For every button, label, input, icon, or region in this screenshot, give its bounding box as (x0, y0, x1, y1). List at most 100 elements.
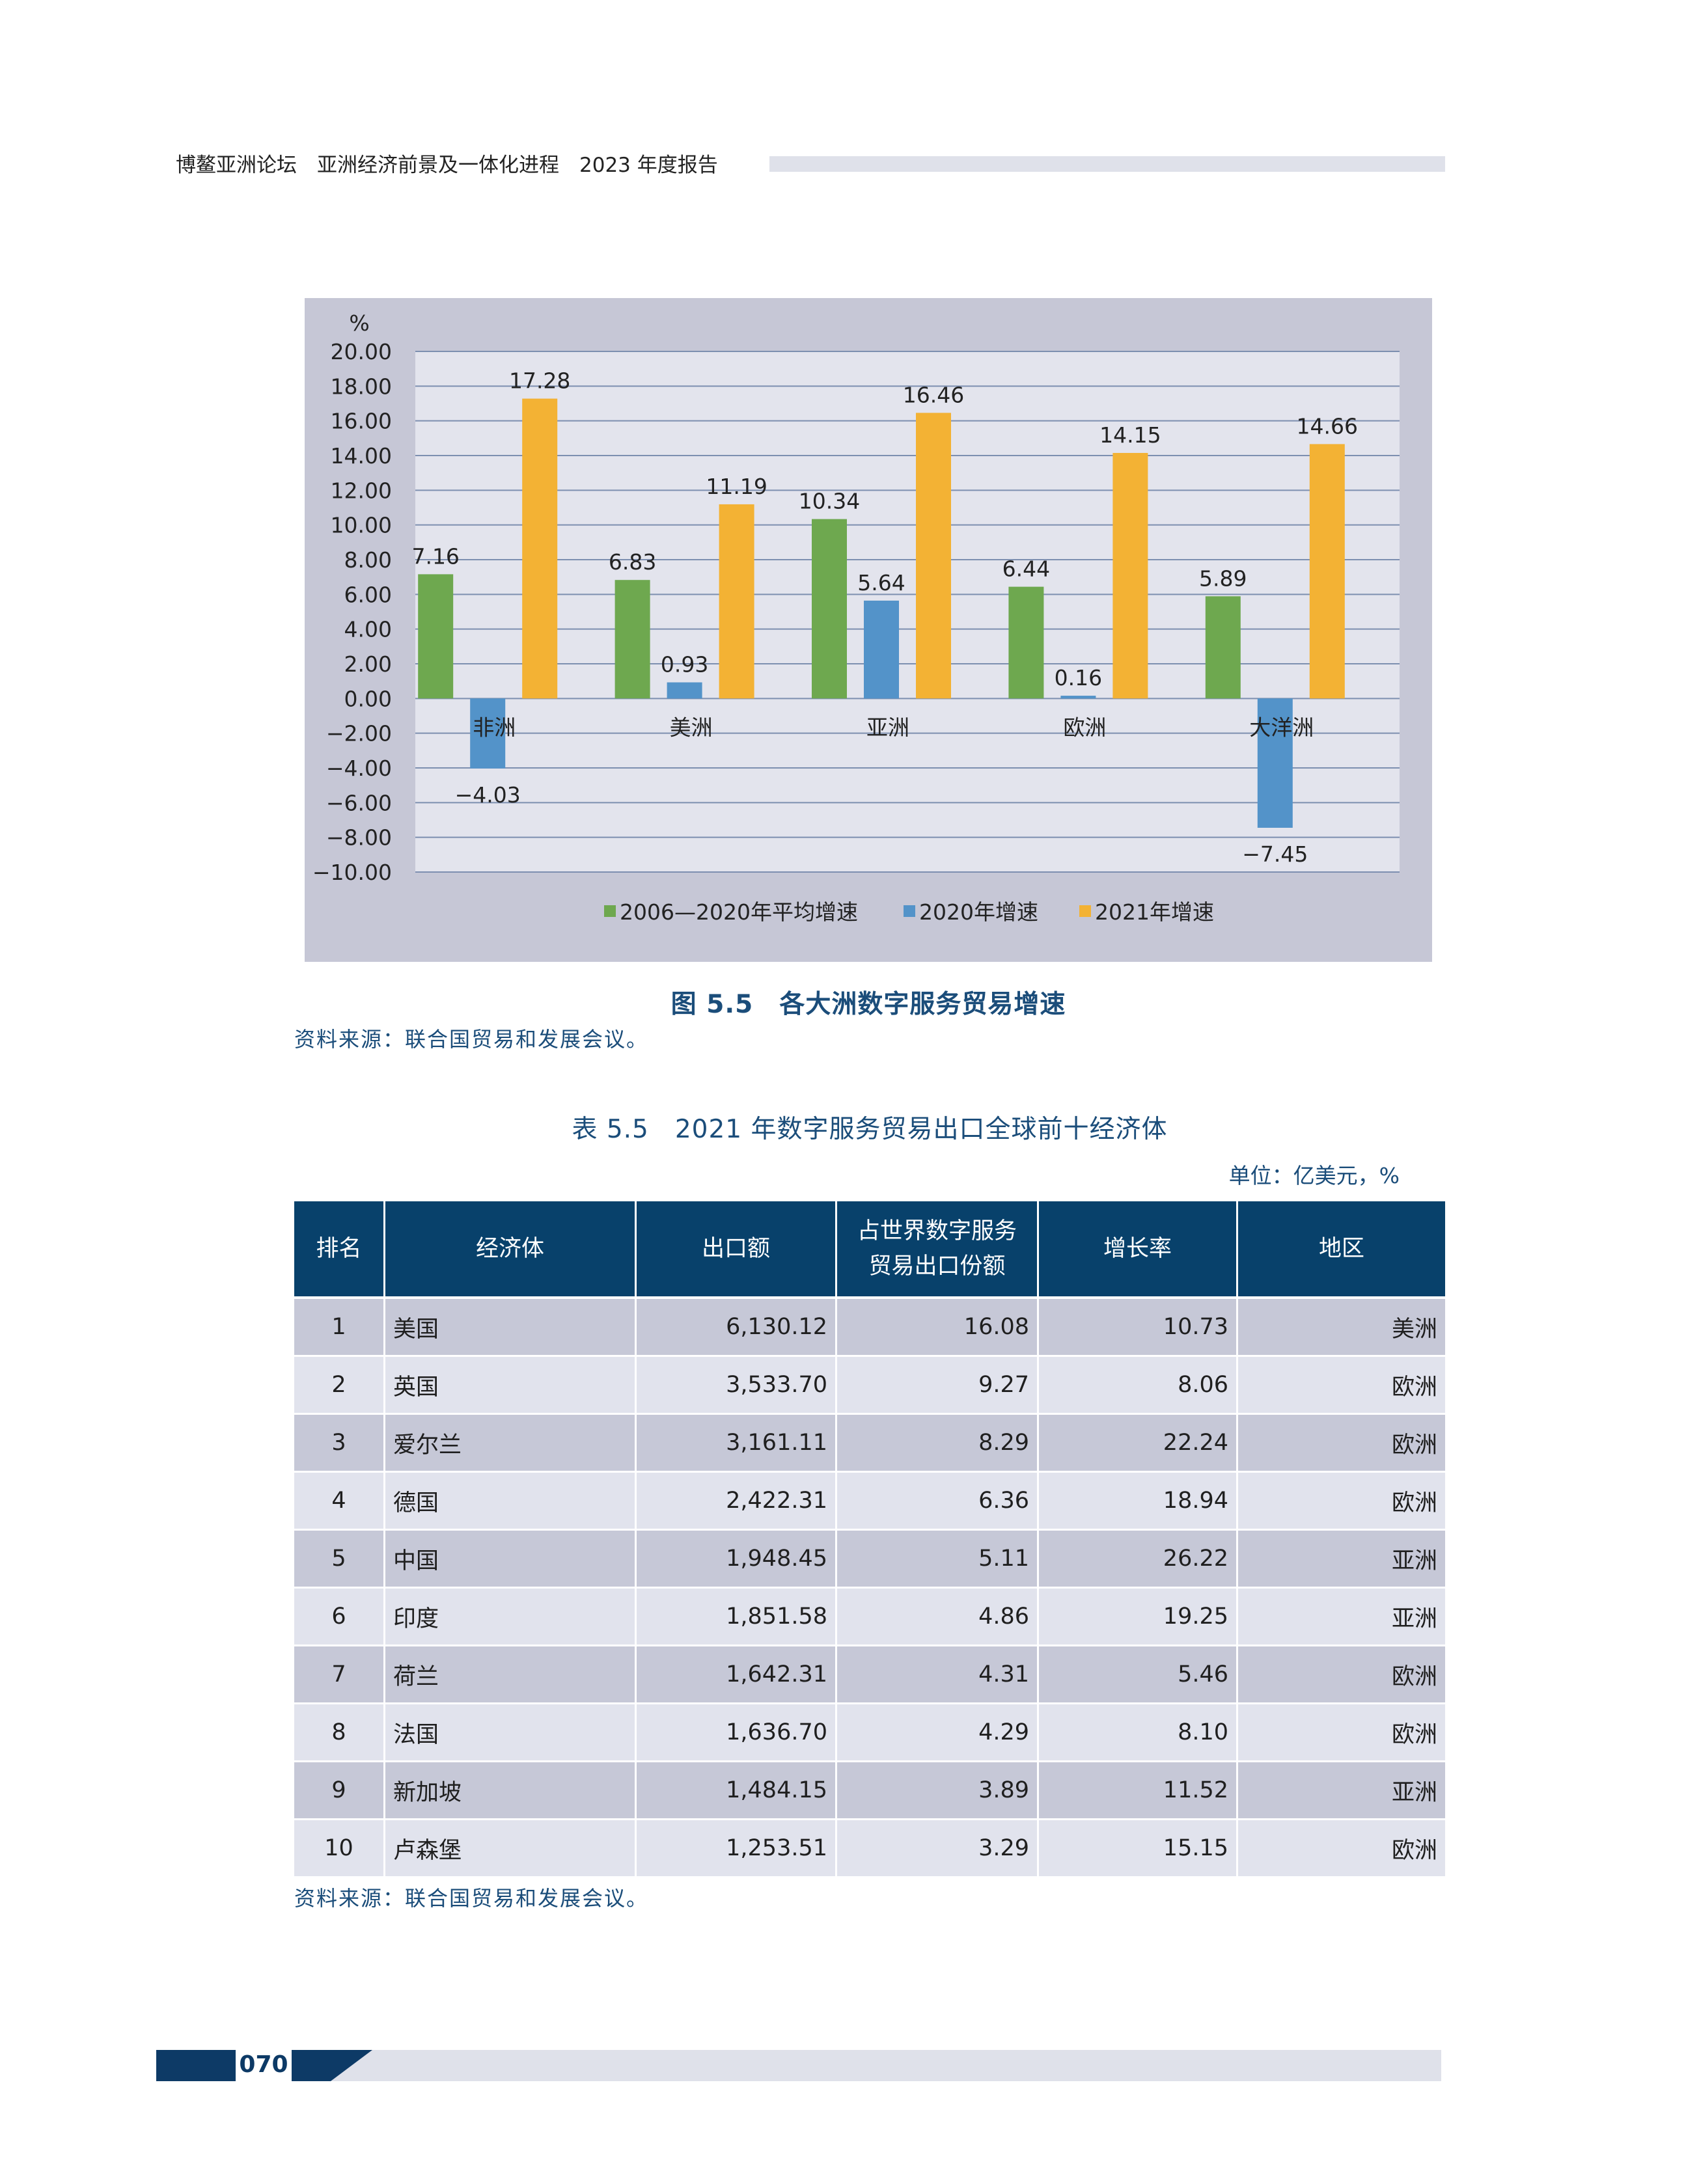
cell-region: 欧洲 (1238, 1415, 1445, 1473)
page-number: 070 (239, 2051, 288, 2078)
cell-region: 欧洲 (1238, 1820, 1445, 1878)
data-label: 14.66 (1297, 413, 1358, 439)
header-rank: 排名 (294, 1201, 385, 1299)
data-label: 0.16 (1055, 665, 1102, 690)
y-tick-label: −6.00 (326, 790, 392, 815)
cell-exports: 3,161.11 (637, 1415, 837, 1473)
table-unit: 单位：亿美元，% (1228, 1163, 1400, 1188)
cell-share: 3.89 (837, 1762, 1039, 1820)
cell-growth: 19.25 (1039, 1589, 1238, 1646)
table-row: 8 法国 1,636.70 4.29 8.10 欧洲 (294, 1704, 1445, 1762)
legend-label: 2021年增速 (1095, 899, 1214, 925)
x-tick-label: 非洲 (473, 715, 516, 740)
header-decor-bar (769, 156, 1445, 172)
cell-rank: 9 (294, 1762, 385, 1820)
cell-region: 亚洲 (1238, 1762, 1445, 1820)
cell-share: 16.08 (837, 1299, 1039, 1357)
table-row: 4 德国 2,422.31 6.36 18.94 欧洲 (294, 1473, 1445, 1531)
bar (719, 504, 754, 699)
table-row: 1 美国 6,130.12 16.08 10.73 美洲 (294, 1299, 1445, 1357)
cell-rank: 5 (294, 1531, 385, 1589)
cell-growth: 26.22 (1039, 1531, 1238, 1589)
cell-growth: 22.24 (1039, 1415, 1238, 1473)
y-tick-label: 8.00 (344, 547, 392, 573)
bar (1060, 696, 1096, 699)
data-label: 5.64 (857, 570, 905, 595)
bar (470, 698, 506, 769)
cell-share: 4.86 (837, 1589, 1039, 1646)
cell-growth: 15.15 (1039, 1820, 1238, 1878)
cell-share: 5.11 (837, 1531, 1039, 1589)
cell-economy: 荷兰 (385, 1646, 637, 1704)
table-source: 资料来源：联合国贸易和发展会议。 (294, 1886, 649, 1911)
cell-region: 欧洲 (1238, 1646, 1445, 1704)
cell-share: 6.36 (837, 1473, 1039, 1531)
y-tick-label: 4.00 (344, 617, 392, 642)
x-tick-label: 欧洲 (1063, 715, 1106, 740)
data-label: 17.28 (509, 368, 570, 394)
y-tick-label: 2.00 (344, 651, 392, 677)
bar (615, 580, 650, 699)
header-economy: 经济体 (385, 1201, 637, 1299)
data-label: 7.16 (411, 543, 459, 569)
y-tick-label: 6.00 (344, 582, 392, 607)
data-label: 6.83 (609, 549, 656, 575)
cell-economy: 印度 (385, 1589, 637, 1646)
table-row: 9 新加坡 1,484.15 3.89 11.52 亚洲 (294, 1762, 1445, 1820)
legend-label: 2006—2020年平均增速 (620, 899, 858, 925)
legend-label: 2020年增速 (919, 899, 1038, 925)
bar (667, 682, 702, 699)
cell-economy: 新加坡 (385, 1762, 637, 1820)
bar-chart: −10.00 −8.00 −6.00 −4.00 −2.00 0.00 2.00 4.00 6.… (312, 310, 1400, 925)
bar (522, 398, 558, 699)
cell-economy: 爱尔兰 (385, 1415, 637, 1473)
cell-region: 欧洲 (1238, 1357, 1445, 1415)
y-tick-label: −4.00 (326, 756, 392, 781)
cell-exports: 3,533.70 (637, 1357, 837, 1415)
data-label: 14.15 (1099, 422, 1161, 448)
cell-rank: 8 (294, 1704, 385, 1762)
figure-caption: 图 5.5 各大洲数字服务贸易增速 (670, 990, 1066, 1019)
y-unit-label: % (349, 310, 369, 336)
data-label: 16.46 (903, 382, 964, 407)
header-title: 博鳌亚洲论坛 亚洲经济前景及一体化进程 2023 年度报告 (176, 154, 718, 177)
header-growth: 增长率 (1039, 1201, 1238, 1299)
cell-rank: 10 (294, 1820, 385, 1878)
x-tick-label: 美洲 (670, 715, 713, 740)
cell-region: 美洲 (1238, 1299, 1445, 1357)
legend-swatch (1079, 905, 1091, 917)
table-body: 1 美国 6,130.12 16.08 10.73 美洲 2 英国 3,533.70 9.27 8.… (294, 1299, 1445, 1878)
cell-exports: 1,851.58 (637, 1589, 837, 1646)
cell-economy: 卢森堡 (385, 1820, 637, 1878)
cell-rank: 1 (294, 1299, 385, 1357)
cell-growth: 10.73 (1039, 1299, 1238, 1357)
data-label: −4.03 (455, 782, 521, 808)
cell-growth: 5.46 (1039, 1646, 1238, 1704)
cell-rank: 7 (294, 1646, 385, 1704)
table-row: 7 荷兰 1,642.31 4.31 5.46 欧洲 (294, 1646, 1445, 1704)
data-table: 排名 经济体 出口额 占世界数字服务 贸易出口份额 增长率 地区 1 美国 6,13… (294, 1201, 1445, 1878)
cell-exports: 1,948.45 (637, 1531, 837, 1589)
y-tick-label: 14.00 (331, 443, 392, 469)
running-header: 博鳌亚洲论坛 亚洲经济前景及一体化进程 2023 年度报告 (176, 150, 1445, 181)
cell-rank: 3 (294, 1415, 385, 1473)
cell-exports: 6,130.12 (637, 1299, 837, 1357)
data-label: 11.19 (706, 474, 767, 499)
bar (812, 519, 847, 699)
bar (1008, 586, 1044, 699)
footer-block (156, 2050, 236, 2081)
cell-region: 欧洲 (1238, 1473, 1445, 1531)
bar (418, 574, 454, 699)
cell-share: 9.27 (837, 1357, 1039, 1415)
plot-area (415, 351, 1400, 872)
cell-economy: 中国 (385, 1531, 637, 1589)
cell-exports: 1,636.70 (637, 1704, 837, 1762)
header-region: 地区 (1238, 1201, 1445, 1299)
cell-rank: 2 (294, 1357, 385, 1415)
y-tick-label: 0.00 (344, 686, 392, 711)
cell-exports: 1,253.51 (637, 1820, 837, 1878)
y-tick-label: −10.00 (312, 860, 392, 885)
table-title: 表 5.5 2021 年数字服务贸易出口全球前十经济体 (572, 1115, 1168, 1144)
table-row: 6 印度 1,851.58 4.86 19.25 亚洲 (294, 1589, 1445, 1646)
legend-swatch (604, 905, 616, 917)
